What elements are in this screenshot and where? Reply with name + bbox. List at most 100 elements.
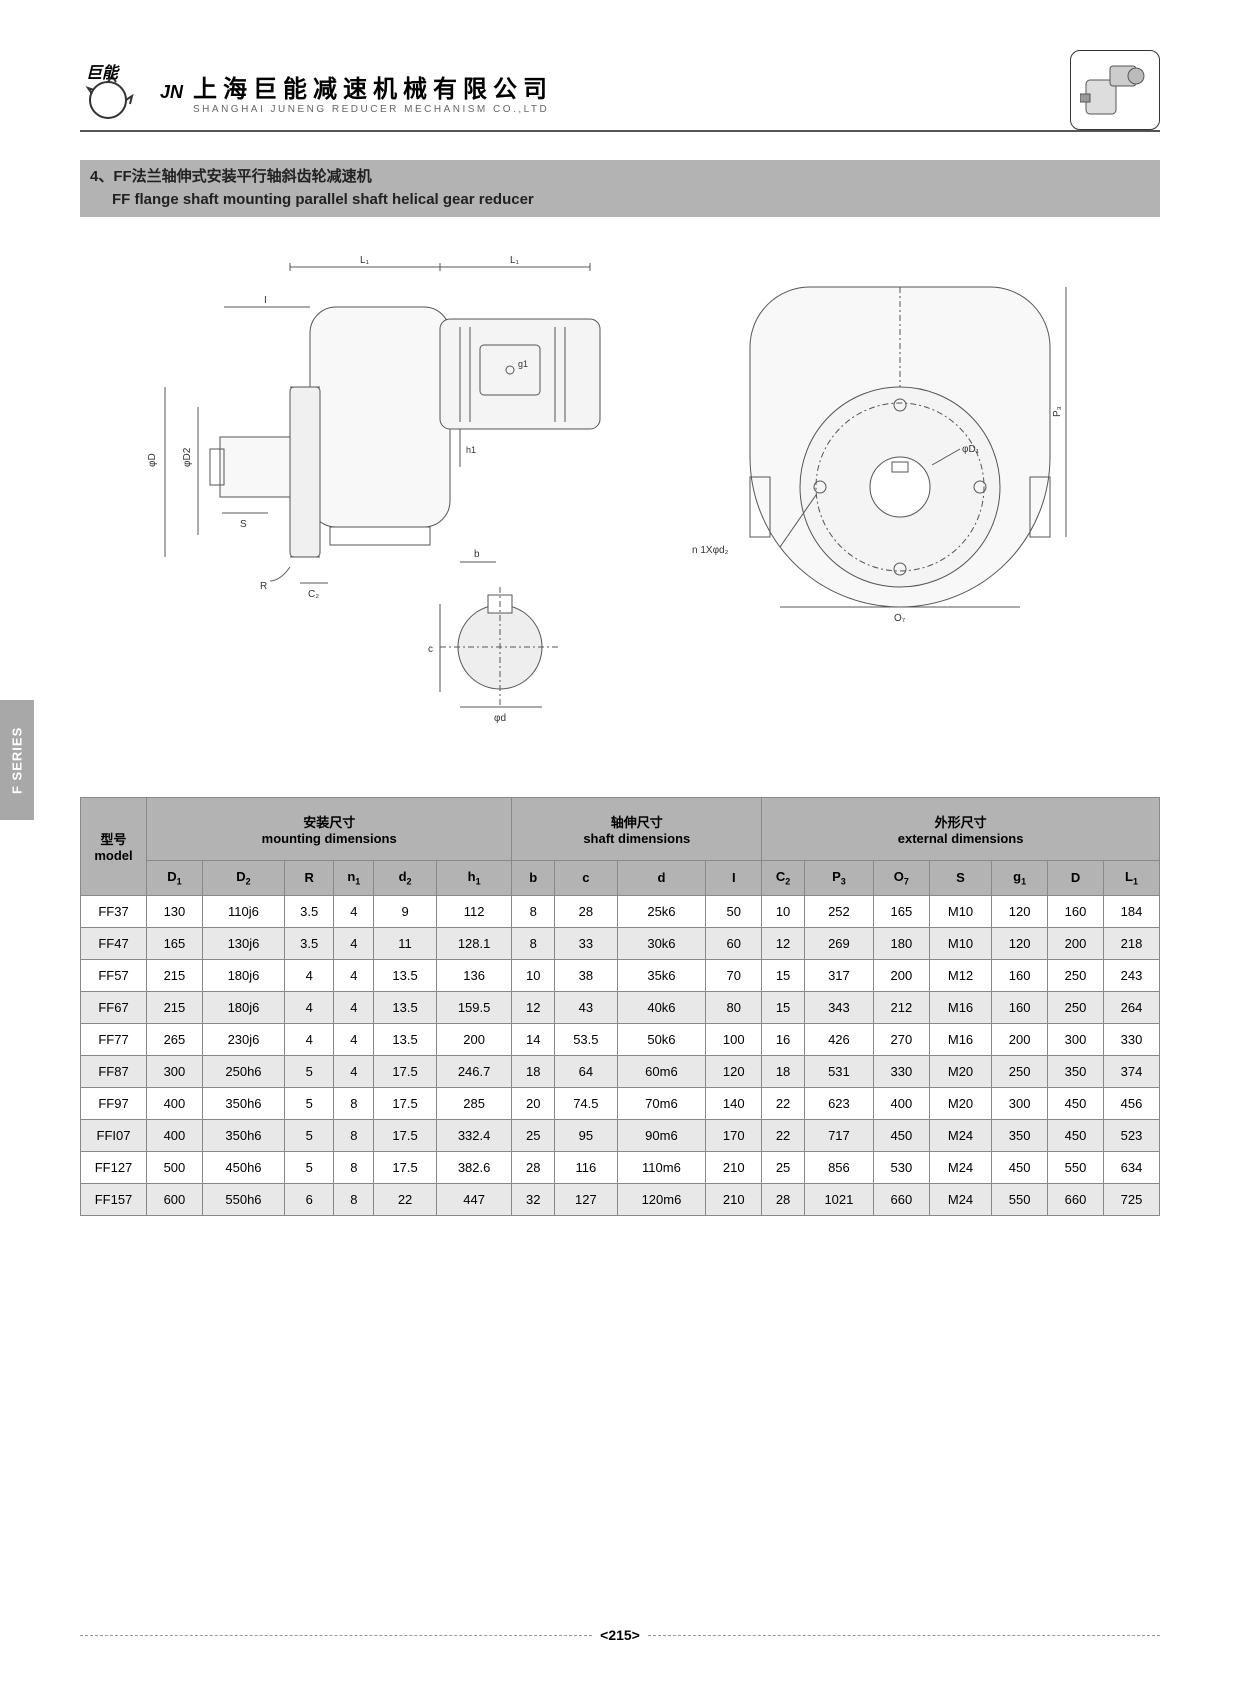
value-cell: 30k6	[617, 927, 706, 959]
value-cell: 110j6	[202, 895, 284, 927]
value-cell: 112	[436, 895, 512, 927]
value-cell: 243	[1103, 959, 1159, 991]
value-cell: 4	[334, 895, 374, 927]
svg-text:C₂: C₂	[308, 589, 319, 600]
value-cell: M24	[929, 1183, 991, 1215]
group1-cn: 安装尺寸	[151, 812, 507, 831]
engineering-diagram: L₁ L₁ g1 h1	[80, 247, 1160, 767]
footer-line-left	[80, 1635, 592, 1636]
model-cell: FFI07	[81, 1119, 147, 1151]
svg-text:g1: g1	[518, 359, 528, 369]
value-cell: M10	[929, 895, 991, 927]
value-cell: 634	[1103, 1151, 1159, 1183]
value-cell: 317	[804, 959, 873, 991]
value-cell: M20	[929, 1055, 991, 1087]
value-cell: 15	[762, 959, 805, 991]
value-cell: M16	[929, 991, 991, 1023]
col-header: d	[617, 861, 706, 896]
table-row: FFI07400350h65817.5332.4259590m617022717…	[81, 1119, 1160, 1151]
value-cell: 5	[285, 1151, 334, 1183]
model-cell: FF87	[81, 1055, 147, 1087]
title-cn: FF法兰轴伸式安装平行轴斜齿轮减速机	[113, 168, 371, 185]
value-cell: 215	[147, 959, 203, 991]
value-cell: 116	[555, 1151, 617, 1183]
group1-en: mounting dimensions	[151, 831, 507, 846]
value-cell: 50	[706, 895, 762, 927]
value-cell: 8	[512, 927, 555, 959]
value-cell: 12	[512, 991, 555, 1023]
value-cell: 530	[873, 1151, 929, 1183]
value-cell: 180j6	[202, 959, 284, 991]
page-number: <215>	[600, 1627, 640, 1643]
value-cell: 265	[147, 1023, 203, 1055]
col-header: D2	[202, 861, 284, 896]
value-cell: 120	[992, 927, 1048, 959]
col-header: L1	[1103, 861, 1159, 896]
value-cell: 6	[285, 1183, 334, 1215]
title-en: FF flange shaft mounting parallel shaft …	[112, 191, 534, 208]
value-cell: 717	[804, 1119, 873, 1151]
value-cell: 136	[436, 959, 512, 991]
company-logo: 巨能 JN 上海巨能减速机械有限公司 SHANGHAI JUNENG REDUC…	[80, 60, 553, 124]
svg-text:L₁: L₁	[360, 255, 370, 266]
value-cell: 120	[992, 895, 1048, 927]
value-cell: 20	[512, 1087, 555, 1119]
svg-text:S: S	[240, 519, 247, 530]
value-cell: 246.7	[436, 1055, 512, 1087]
value-cell: M16	[929, 1023, 991, 1055]
value-cell: 4	[334, 991, 374, 1023]
value-cell: 550	[1048, 1151, 1104, 1183]
value-cell: 60m6	[617, 1055, 706, 1087]
value-cell: 5	[285, 1087, 334, 1119]
value-cell: 200	[436, 1023, 512, 1055]
svg-text:h1: h1	[466, 445, 476, 455]
value-cell: 17.5	[374, 1055, 436, 1087]
table-row: FF77265230j64413.52001453.550k6100164262…	[81, 1023, 1160, 1055]
value-cell: 16	[762, 1023, 805, 1055]
value-cell: 22	[762, 1119, 805, 1151]
value-cell: 4	[334, 927, 374, 959]
value-cell: 300	[992, 1087, 1048, 1119]
value-cell: 4	[334, 1023, 374, 1055]
col-header: g1	[992, 861, 1048, 896]
value-cell: 330	[873, 1055, 929, 1087]
page-header: 巨能 JN 上海巨能减速机械有限公司 SHANGHAI JUNENG REDUC…	[80, 60, 1160, 132]
svg-text:L₁: L₁	[510, 255, 520, 266]
value-cell: 200	[992, 1023, 1048, 1055]
col-header: n1	[334, 861, 374, 896]
value-cell: 4	[334, 1055, 374, 1087]
value-cell: 8	[334, 1151, 374, 1183]
value-cell: 250	[1048, 959, 1104, 991]
value-cell: 159.5	[436, 991, 512, 1023]
value-cell: 350	[992, 1119, 1048, 1151]
col-header: R	[285, 861, 334, 896]
value-cell: 28	[762, 1183, 805, 1215]
value-cell: 447	[436, 1183, 512, 1215]
value-cell: 215	[147, 991, 203, 1023]
value-cell: 210	[706, 1151, 762, 1183]
group3-cn: 外形尺寸	[766, 812, 1155, 831]
value-cell: 500	[147, 1151, 203, 1183]
value-cell: 74.5	[555, 1087, 617, 1119]
value-cell: 856	[804, 1151, 873, 1183]
value-cell: 550h6	[202, 1183, 284, 1215]
value-cell: 725	[1103, 1183, 1159, 1215]
model-cell: FF157	[81, 1183, 147, 1215]
value-cell: 1021	[804, 1183, 873, 1215]
value-cell: 523	[1103, 1119, 1159, 1151]
col-header: c	[555, 861, 617, 896]
svg-text:P₃: P₃	[1052, 406, 1063, 417]
value-cell: 343	[804, 991, 873, 1023]
col-header: h1	[436, 861, 512, 896]
col-header: S	[929, 861, 991, 896]
value-cell: 13.5	[374, 959, 436, 991]
value-cell: 14	[512, 1023, 555, 1055]
value-cell: 5	[285, 1119, 334, 1151]
value-cell: 285	[436, 1087, 512, 1119]
value-cell: 127	[555, 1183, 617, 1215]
col-header: D	[1048, 861, 1104, 896]
value-cell: 165	[147, 927, 203, 959]
value-cell: 90m6	[617, 1119, 706, 1151]
svg-text:φD2: φD2	[182, 447, 193, 467]
value-cell: 8	[334, 1087, 374, 1119]
